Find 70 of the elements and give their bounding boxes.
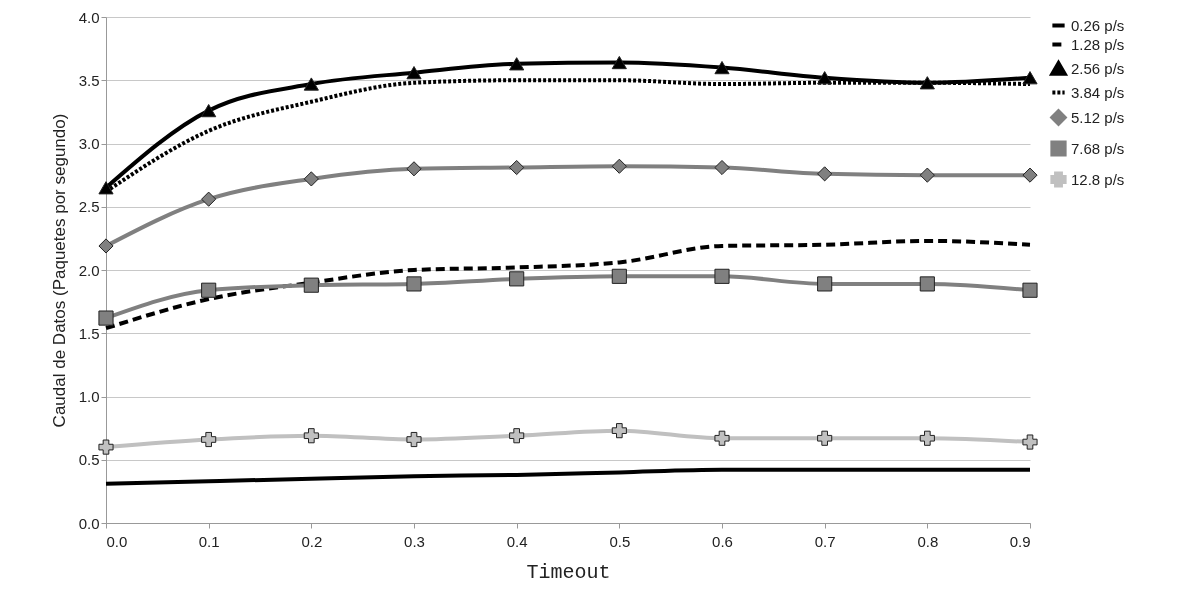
point — [919, 276, 935, 292]
x-tick-label: 0.7 — [814, 532, 836, 550]
line-series — [104, 238, 1032, 331]
point — [98, 310, 114, 326]
point — [611, 55, 627, 70]
point — [509, 159, 525, 176]
point — [714, 430, 730, 446]
point — [406, 161, 422, 177]
point — [406, 276, 422, 292]
legend-label: 1.28 p/s — [1071, 35, 1125, 53]
point — [1022, 167, 1038, 183]
legend-label: 0.26 p/s — [1071, 16, 1125, 34]
y-tick-label: 3.5 — [78, 71, 100, 89]
x-tick-label: 0.9 — [1009, 532, 1031, 550]
x-tick-label: 0.2 — [301, 532, 323, 550]
point — [406, 66, 422, 80]
point — [509, 428, 525, 444]
point — [1022, 71, 1038, 85]
point — [817, 166, 833, 182]
point — [1022, 434, 1038, 450]
point — [201, 103, 217, 118]
point — [611, 423, 627, 439]
point — [98, 238, 114, 254]
legend-label: 2.56 p/s — [1071, 59, 1125, 77]
point — [98, 439, 114, 455]
point — [406, 431, 422, 448]
y-tick-label: 2.5 — [78, 198, 100, 216]
x-axis-title: Timeout — [526, 560, 611, 584]
point — [714, 268, 730, 284]
y-tick-label: 0.0 — [78, 514, 100, 532]
point — [509, 271, 525, 287]
point — [201, 431, 217, 448]
legend-label: 12.8 p/s — [1071, 170, 1125, 188]
point — [817, 71, 833, 85]
legend-label: 7.68 p/s — [1071, 139, 1125, 157]
x-tick-label: 0.4 — [506, 532, 528, 550]
y-tick-label: 0.5 — [78, 451, 100, 469]
x-tick-label: 0.3 — [404, 532, 425, 550]
y-tick-label: 3.0 — [78, 135, 100, 152]
y-axis-title: Caudal de Datos (Paquetes por segundo) — [49, 113, 69, 428]
point — [303, 277, 319, 293]
x-tick-label: 0.0 — [106, 532, 128, 550]
point — [303, 171, 319, 187]
legend-label: 3.84 p/s — [1071, 83, 1125, 101]
point — [714, 60, 730, 75]
point — [919, 167, 935, 183]
x-tick-label: 0.5 — [609, 532, 631, 550]
y-tick-label: 1.0 — [78, 388, 100, 405]
point — [303, 428, 319, 444]
point — [1022, 282, 1038, 298]
legend-label: 5.12 p/s — [1071, 108, 1125, 126]
point — [714, 159, 730, 176]
x-tick-label: 0.6 — [712, 532, 733, 550]
point — [201, 282, 217, 298]
x-tick-label: 0.1 — [198, 532, 220, 550]
point — [98, 181, 114, 195]
point — [611, 268, 627, 284]
line-series — [104, 467, 1032, 486]
point — [919, 76, 935, 90]
y-tick-label: 2.0 — [78, 261, 100, 279]
point — [303, 77, 319, 91]
point — [509, 57, 525, 71]
x-tick-label: 0.8 — [917, 532, 939, 550]
point — [919, 430, 935, 446]
point — [817, 430, 833, 446]
y-tick-label: 1.5 — [78, 324, 100, 342]
point — [817, 276, 833, 292]
point — [611, 158, 627, 174]
y-tick-label: 4.0 — [78, 8, 100, 26]
point — [201, 191, 217, 207]
